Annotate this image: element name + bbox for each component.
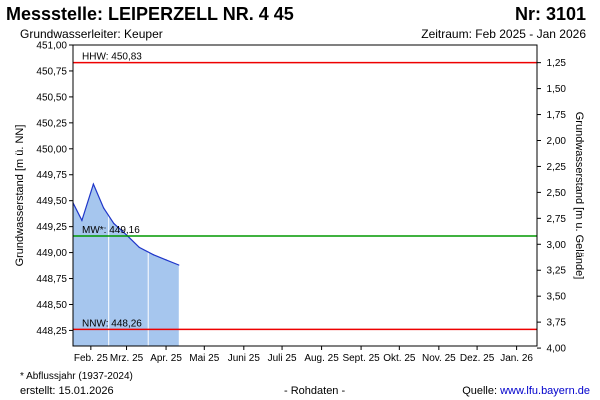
y2-tick-label: 1,75 xyxy=(547,110,567,121)
y-tick-label: 448,75 xyxy=(36,274,67,285)
y-tick-label: 448,25 xyxy=(36,326,67,337)
data-point xyxy=(165,259,167,261)
footnote: * Abflussjahr (1937-2024) xyxy=(20,371,133,382)
x-tick-label: Juli 25 xyxy=(268,353,297,364)
data-point xyxy=(81,219,83,222)
series-area xyxy=(73,184,179,346)
y2-tick-label: 4,00 xyxy=(547,344,567,355)
x-tick-label: Mai 25 xyxy=(189,353,219,364)
y2-tick-label: 1,50 xyxy=(547,84,567,95)
reference-label: MW*: 449,16 xyxy=(82,225,140,236)
x-tick-label: Nov. 25 xyxy=(422,353,456,364)
x-tick-label: Aug. 25 xyxy=(304,353,339,364)
y2-axis-label: Grundwasserstand [m u. Gelände] xyxy=(573,112,585,280)
y2-tick-label: 3,25 xyxy=(547,266,567,277)
station-number: Nr: 3101 xyxy=(514,4,586,24)
plot-frame xyxy=(72,44,538,347)
y2-tick-label: 2,50 xyxy=(547,188,567,199)
y-tick-label: 451,00 xyxy=(36,41,67,52)
y-tick-label: 449,00 xyxy=(36,248,67,259)
x-tick-label: Jan. 26 xyxy=(500,353,533,364)
y2-tick-label: 1,25 xyxy=(547,58,567,69)
x-tick-label: Okt. 25 xyxy=(383,353,416,364)
data-point xyxy=(152,254,154,256)
y-tick-label: 449,25 xyxy=(36,222,67,233)
y-tick-label: 450,75 xyxy=(36,66,67,77)
created-date: erstellt: 15.01.2026 xyxy=(20,385,114,397)
y2-tick-label: 3,00 xyxy=(547,240,567,251)
data-point xyxy=(138,246,140,248)
raw-data-label: - Rohdaten - xyxy=(284,385,346,397)
x-tick-label: Feb. 25 xyxy=(74,353,108,364)
y2-tick-label: 2,25 xyxy=(547,162,567,173)
y-tick-label: 450,25 xyxy=(36,118,67,129)
y-tick-label: 450,50 xyxy=(36,92,67,103)
x-tick-label: Dez. 25 xyxy=(460,353,495,364)
y-axis-label: Grundwasserstand [m ü. NN] xyxy=(14,125,26,267)
y2-tick-label: 3,50 xyxy=(547,292,567,303)
y-tick-label: 450,00 xyxy=(36,144,67,155)
x-tick-label: Apr. 25 xyxy=(150,353,182,364)
source-label: Quelle: www.lfu.bayern.de xyxy=(462,385,590,397)
x-tick-label: Sept. 25 xyxy=(342,353,380,364)
source-prefix: Quelle: xyxy=(462,385,501,397)
page-title: Messstelle: LEIPERZELL NR. 4 45 xyxy=(6,4,294,24)
y2-tick-label: 3,75 xyxy=(547,318,567,329)
period-label: Zeitraum: Feb 2025 - Jan 2026 xyxy=(421,27,586,41)
y-tick-label: 449,75 xyxy=(36,170,67,181)
data-point xyxy=(92,183,94,185)
source-link[interactable]: www.lfu.bayern.de xyxy=(500,385,590,397)
data-point xyxy=(102,207,105,209)
series-line xyxy=(72,182,180,266)
y-tick-label: 448,50 xyxy=(36,300,67,311)
x-tick-label: Mrz. 25 xyxy=(110,353,144,364)
data-point xyxy=(178,264,180,266)
data-point xyxy=(113,222,115,225)
y2-tick-label: 2,00 xyxy=(547,136,567,147)
x-tick-label: Juni 25 xyxy=(228,353,261,364)
aquifer-label: Grundwasserleiter: Keuper xyxy=(20,27,163,41)
y2-tick-label: 2,75 xyxy=(547,214,567,225)
reference-label: NNW: 448,26 xyxy=(82,318,142,329)
reference-label: HHW: 450,83 xyxy=(82,52,142,63)
y-tick-label: 449,50 xyxy=(36,196,67,207)
